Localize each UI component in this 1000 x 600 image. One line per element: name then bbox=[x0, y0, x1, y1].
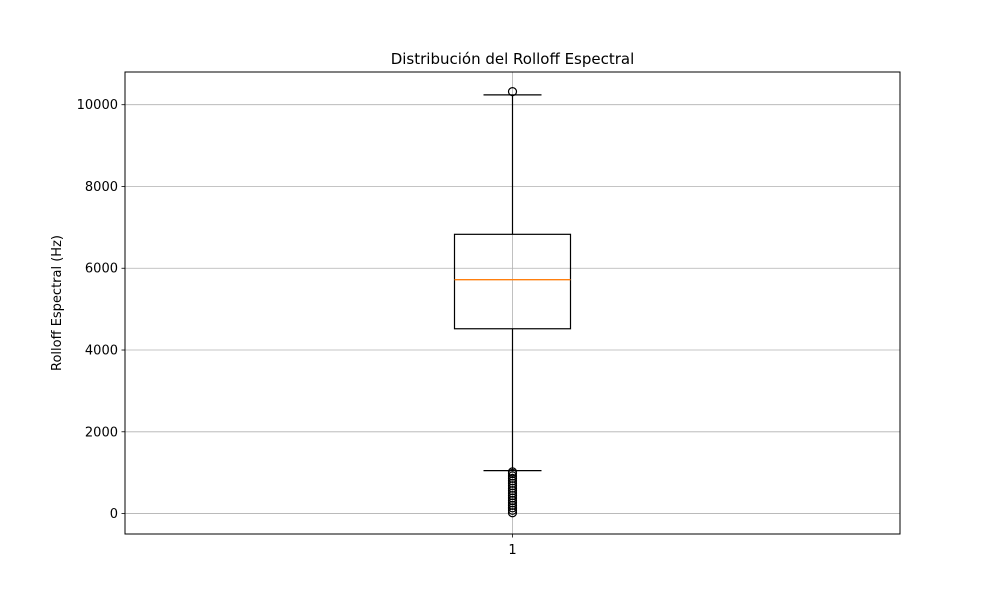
outlier-point bbox=[507, 488, 518, 498]
y-tick-label: 10000 bbox=[77, 98, 118, 113]
outlier-point bbox=[507, 87, 518, 97]
y-tick-label: 0 bbox=[110, 507, 118, 522]
outlier-point bbox=[507, 476, 518, 486]
outlier-point bbox=[507, 471, 518, 481]
outlier-point bbox=[507, 490, 518, 501]
outlier-point bbox=[507, 508, 518, 518]
outlier-point bbox=[507, 495, 518, 506]
outlier-point bbox=[507, 500, 518, 510]
outlier-point bbox=[507, 483, 518, 493]
outlier-point bbox=[507, 467, 518, 477]
x-tick-label: 1 bbox=[508, 543, 516, 558]
y-ticks: 0 2000 4000 6000 8000 10000 bbox=[77, 98, 125, 522]
outlier-point bbox=[507, 493, 518, 503]
outlier-point bbox=[507, 505, 518, 515]
chart-title: Distribución del Rolloff Espectral bbox=[391, 50, 635, 68]
x-ticks: 1 bbox=[508, 534, 517, 558]
outlier-point bbox=[507, 478, 518, 488]
y-tick-label: 4000 bbox=[85, 344, 118, 359]
y-tick-label: 6000 bbox=[85, 262, 118, 277]
outlier-point bbox=[507, 481, 518, 491]
outlier-point bbox=[507, 473, 518, 483]
iqr-box bbox=[453, 233, 572, 330]
outlier-point bbox=[507, 486, 518, 496]
outlier-point bbox=[507, 503, 518, 513]
y-axis-label: Rolloff Espectral (Hz) bbox=[50, 235, 65, 371]
box-layer bbox=[453, 87, 572, 518]
y-tick-label: 8000 bbox=[85, 180, 118, 195]
outlier-point bbox=[507, 498, 518, 508]
y-tick-label: 2000 bbox=[85, 425, 118, 440]
